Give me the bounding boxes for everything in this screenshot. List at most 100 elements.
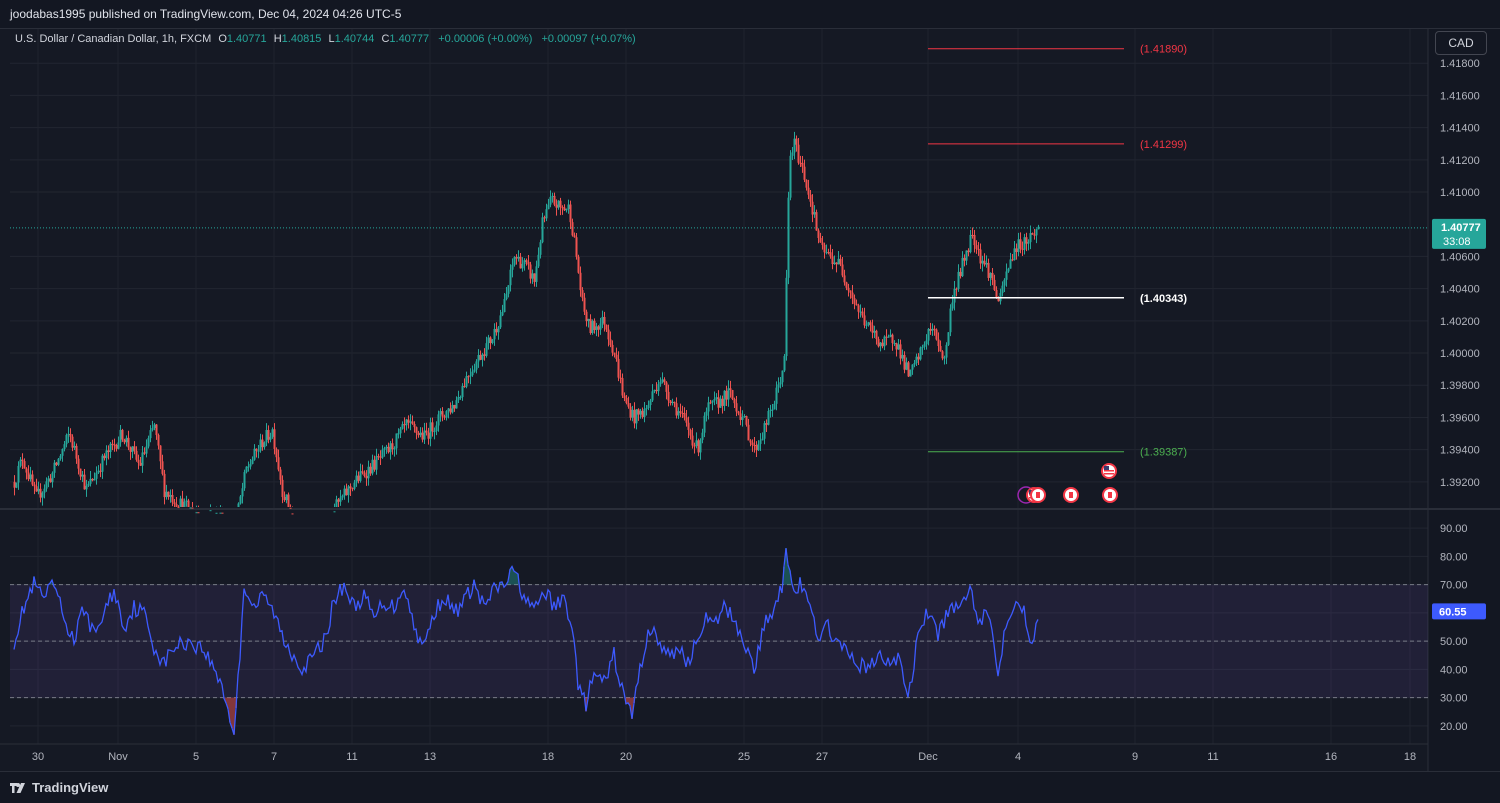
candle-body <box>853 298 856 304</box>
candle-body <box>921 346 924 348</box>
candle <box>259 433 262 453</box>
candle-body <box>1007 268 1010 272</box>
candle <box>439 408 442 422</box>
candle-body <box>187 500 190 507</box>
candle-body <box>951 302 954 309</box>
candle <box>599 317 602 335</box>
candle-body <box>903 354 906 370</box>
candle <box>733 397 736 408</box>
candle-body <box>847 287 850 291</box>
chart-background <box>0 29 1500 771</box>
candle-body <box>1003 279 1006 286</box>
candle <box>841 257 844 278</box>
candle <box>215 506 218 514</box>
candle <box>941 350 944 361</box>
candle <box>909 369 912 377</box>
candle-body <box>443 416 446 418</box>
candle-body <box>623 395 626 399</box>
price-axis-background <box>1428 29 1500 771</box>
candle-body <box>57 458 60 465</box>
price-tick-label: 1.41400 <box>1440 123 1480 135</box>
candle-body <box>353 482 356 489</box>
candle-body <box>563 207 566 211</box>
candle-body <box>703 415 706 433</box>
candle <box>529 261 532 284</box>
candle-body <box>657 384 660 392</box>
candle <box>109 442 112 459</box>
candle-body <box>673 401 676 404</box>
open-value: 1.40771 <box>226 33 267 45</box>
candle-body <box>265 430 268 443</box>
candle-body <box>829 252 832 257</box>
candle-body <box>355 475 358 483</box>
candle-body <box>517 256 520 259</box>
candle <box>829 244 832 259</box>
candle-body <box>581 290 584 298</box>
candle <box>649 398 652 411</box>
candle <box>971 227 974 239</box>
candle-body <box>423 430 426 440</box>
candle <box>753 437 756 453</box>
candle <box>681 405 684 419</box>
candle-body <box>593 320 596 331</box>
candle-body <box>241 488 244 497</box>
currency-button[interactable]: CAD <box>1435 31 1487 55</box>
candle-body <box>767 410 770 425</box>
candle-body <box>149 430 152 439</box>
candle-body <box>547 204 550 210</box>
candle <box>969 229 972 254</box>
candle-body <box>453 404 456 409</box>
tradingview-logo[interactable]: TradingView <box>10 780 108 795</box>
candle-body <box>985 262 988 265</box>
candle-body <box>181 498 184 507</box>
candle <box>977 242 980 256</box>
candle-body <box>769 409 772 411</box>
candle <box>155 424 158 440</box>
candle <box>361 464 364 475</box>
candle-body <box>519 256 522 269</box>
open-label: O <box>218 33 227 45</box>
change-value: +0.00006 (+0.00%) <box>438 33 533 45</box>
chart-canvas[interactable]: (1.41890) (1.41299) (1.40343) (1.39387) 1.41… <box>0 29 1500 771</box>
candle-body <box>385 446 388 449</box>
candle <box>825 244 828 255</box>
candle-body <box>1017 239 1020 252</box>
candle-body <box>601 316 604 324</box>
candle <box>403 417 406 433</box>
level-label: (1.40343) <box>1140 293 1187 305</box>
candle <box>773 400 776 410</box>
candle <box>669 399 672 406</box>
candle <box>397 428 400 439</box>
candle <box>863 307 866 329</box>
candle-body <box>1037 226 1040 230</box>
candle <box>29 466 32 482</box>
tradingview-brand: TradingView <box>32 780 109 795</box>
candle-body <box>965 250 968 261</box>
candle-body <box>701 432 704 440</box>
candle <box>395 433 398 455</box>
candle-body <box>485 343 488 356</box>
candle <box>117 436 120 450</box>
candle-body <box>837 258 840 265</box>
top-bar: joodabas1995 published on TradingView.co… <box>0 0 1500 29</box>
chart-area[interactable]: (1.41890) (1.41299) (1.40343) (1.39387) 1.41… <box>0 29 1500 771</box>
candle-body <box>471 371 474 376</box>
candle <box>191 501 194 509</box>
candle-body <box>945 344 948 358</box>
candle <box>503 293 506 313</box>
candle <box>189 507 192 509</box>
candle-body <box>995 289 998 298</box>
candle-body <box>855 303 858 306</box>
candle-body <box>899 344 902 359</box>
candle-body <box>343 488 346 496</box>
candle-body <box>501 311 504 316</box>
candle <box>111 439 114 451</box>
candle-body <box>583 297 586 312</box>
candle <box>95 466 98 485</box>
candle-body <box>869 322 872 326</box>
candle-body <box>239 496 242 504</box>
candle-body <box>159 445 162 462</box>
candle <box>419 427 422 438</box>
candle-body <box>857 305 860 312</box>
candle <box>627 396 630 409</box>
